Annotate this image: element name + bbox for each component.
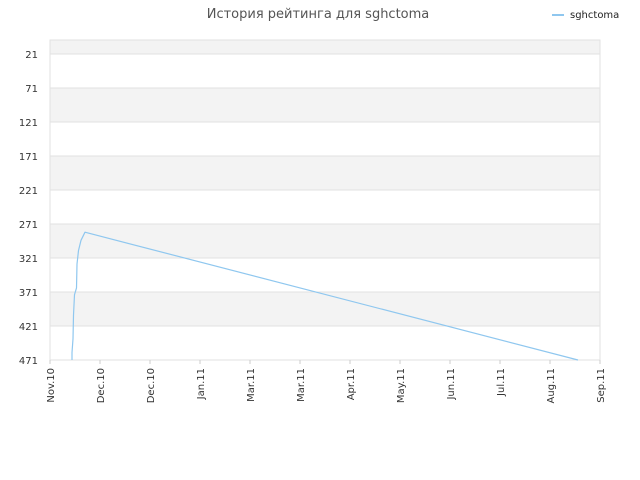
legend: sghctoma: [552, 10, 619, 21]
y-tick-label: 321: [19, 254, 38, 265]
plot-band: [50, 190, 600, 224]
x-tick-label: Aug.11: [546, 368, 557, 403]
y-tick-label: 471: [19, 356, 38, 367]
y-tick-label: 71: [25, 84, 38, 95]
plot-band: [50, 292, 600, 326]
y-tick-label: 121: [19, 118, 38, 129]
x-tick-label: Jan.11: [196, 368, 207, 400]
x-tick-label: Nov.10: [46, 368, 57, 403]
x-tick-label: May.11: [396, 368, 407, 403]
y-tick-label: 221: [19, 186, 38, 197]
legend-label-sghctoma: sghctoma: [570, 10, 619, 21]
plot-band: [50, 224, 600, 258]
x-tick-label: Sep.11: [596, 368, 607, 403]
y-tick-label: 21: [25, 50, 38, 61]
plot-band: [50, 258, 600, 292]
plot-border: [49, 39, 601, 361]
plot-band: [50, 326, 600, 360]
y-axis: 21 71 121 171 221 271 321 371 421 471: [19, 50, 38, 367]
plot-band: [50, 88, 600, 122]
x-tick-label: Apr.11: [346, 368, 357, 400]
y-tick-label: 421: [19, 322, 38, 333]
plot-band: [50, 54, 600, 88]
series-layer: [71, 231, 579, 361]
x-tick-label: Dec.10: [96, 368, 107, 403]
chart-title: История рейтинга для sghctoma: [207, 7, 430, 22]
x-tick-label: Dec.10: [146, 368, 157, 403]
x-tick-label: Mar.11: [246, 368, 257, 402]
y-tick-label: 271: [19, 220, 38, 231]
x-tick-label: Jun.11: [446, 368, 457, 401]
plot-band: [50, 156, 600, 190]
y-tick-label: 171: [19, 152, 38, 163]
plot-gridlines: [49, 39, 601, 361]
y-tick-label: 371: [19, 288, 38, 299]
series-line-sghctoma: [71, 231, 579, 361]
x-tick-label: Jul.11: [496, 368, 507, 397]
plot-bands: [50, 40, 600, 360]
x-tick-label: Mar.11: [296, 368, 307, 402]
plot-band: [50, 122, 600, 156]
x-axis: Nov.10 Dec.10 Dec.10 Jan.11 Mar.11 Mar.11 Apr.…: [46, 360, 607, 403]
plot-band: [50, 40, 600, 54]
